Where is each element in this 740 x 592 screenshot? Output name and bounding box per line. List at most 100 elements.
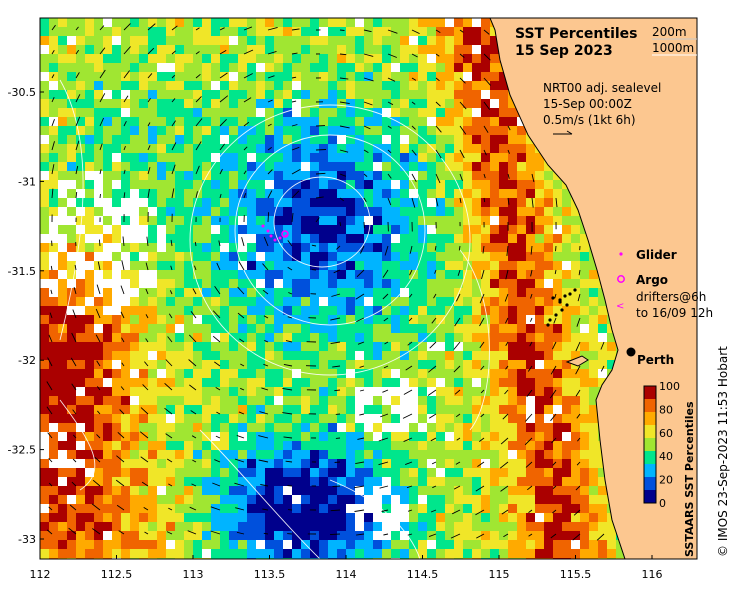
sst-cell bbox=[382, 495, 391, 504]
current-arrow bbox=[576, 317, 581, 327]
sst-cell bbox=[49, 216, 58, 225]
sst-cell bbox=[373, 90, 382, 99]
sst-cell bbox=[238, 504, 247, 513]
sst-cell bbox=[229, 351, 238, 360]
sst-cell bbox=[400, 369, 409, 378]
sst-cell bbox=[103, 396, 112, 405]
sst-cell bbox=[202, 198, 211, 207]
sst-cell bbox=[292, 216, 301, 225]
current-arrow bbox=[261, 387, 269, 391]
sst-cell bbox=[481, 522, 490, 531]
sst-cell bbox=[238, 540, 247, 549]
sst-cell bbox=[184, 468, 193, 477]
sst-cell bbox=[274, 45, 283, 54]
sst-cell bbox=[436, 432, 445, 441]
current-arrow bbox=[363, 173, 368, 177]
current-arrow bbox=[382, 389, 389, 393]
sst-cell bbox=[337, 423, 346, 432]
sst-cell bbox=[508, 207, 517, 216]
sst-cell bbox=[265, 99, 274, 108]
sst-cell bbox=[436, 324, 445, 333]
current-info-line3: 0.5m/s (1kt 6h) bbox=[543, 113, 636, 127]
sst-cell bbox=[535, 216, 544, 225]
sst-cell bbox=[337, 108, 346, 117]
sst-cell bbox=[193, 549, 202, 558]
sst-cell bbox=[148, 18, 157, 27]
sst-cell bbox=[517, 549, 526, 558]
sst-cell bbox=[553, 423, 562, 432]
sst-cell bbox=[418, 513, 427, 522]
sst-cell bbox=[553, 288, 562, 297]
sst-cell bbox=[562, 333, 571, 342]
sst-cell bbox=[508, 324, 517, 333]
sst-cell bbox=[382, 387, 391, 396]
sst-cell bbox=[184, 81, 193, 90]
current-arrow bbox=[527, 365, 533, 372]
sst-cell bbox=[490, 306, 499, 315]
sst-cell bbox=[40, 153, 49, 162]
sst-cell bbox=[301, 153, 310, 162]
current-arrow bbox=[267, 99, 273, 103]
sst-cell bbox=[112, 180, 121, 189]
sst-cell bbox=[229, 288, 238, 297]
sst-cell bbox=[283, 360, 292, 369]
sst-cell bbox=[319, 63, 328, 72]
current-arrow bbox=[75, 72, 80, 79]
current-arrow bbox=[356, 533, 365, 536]
current-arrow bbox=[575, 485, 581, 491]
sst-cell bbox=[220, 180, 229, 189]
sst-cell bbox=[409, 324, 418, 333]
sst-cell bbox=[391, 540, 400, 549]
sst-cell bbox=[283, 216, 292, 225]
sst-cell bbox=[319, 90, 328, 99]
sst-cell bbox=[166, 18, 175, 27]
sst-cell bbox=[310, 243, 319, 252]
sst-cell bbox=[220, 261, 229, 270]
sst-cell bbox=[427, 54, 436, 63]
sst-cell bbox=[526, 153, 535, 162]
sst-cell bbox=[274, 99, 283, 108]
colorbar-label: SSTAARS SST Percentiles bbox=[683, 401, 696, 557]
sst-cell bbox=[175, 234, 184, 243]
sst-cell bbox=[67, 216, 76, 225]
sst-cell bbox=[310, 270, 319, 279]
sst-cell bbox=[328, 297, 337, 306]
sst-cell bbox=[427, 324, 436, 333]
current-arrow bbox=[403, 437, 413, 443]
sst-cell bbox=[274, 459, 283, 468]
sst-cell bbox=[139, 198, 148, 207]
sst-cell bbox=[562, 495, 571, 504]
sst-cell bbox=[220, 351, 229, 360]
sst-cell bbox=[49, 468, 58, 477]
sst-cell bbox=[193, 369, 202, 378]
sst-cell bbox=[427, 171, 436, 180]
sst-cell bbox=[328, 126, 337, 135]
sst-cell bbox=[157, 90, 166, 99]
sst-cell bbox=[472, 441, 481, 450]
sst-cell bbox=[454, 468, 463, 477]
sst-cell bbox=[589, 288, 598, 297]
sst-cell bbox=[436, 198, 445, 207]
sst-cell bbox=[445, 360, 454, 369]
sst-cell bbox=[211, 54, 220, 63]
sst-cell bbox=[103, 171, 112, 180]
sst-cell bbox=[76, 72, 85, 81]
sst-cell bbox=[571, 459, 580, 468]
current-arrow bbox=[267, 190, 273, 199]
sst-cell bbox=[481, 144, 490, 153]
sst-cell bbox=[121, 459, 130, 468]
sst-cell bbox=[427, 495, 436, 504]
sst-cell bbox=[472, 180, 481, 189]
sst-cell bbox=[301, 306, 310, 315]
sst-cell bbox=[418, 441, 427, 450]
sst-cell bbox=[166, 279, 175, 288]
sst-cell bbox=[265, 153, 274, 162]
sst-cell bbox=[58, 153, 67, 162]
sst-cell bbox=[481, 234, 490, 243]
sst-cell bbox=[112, 306, 121, 315]
sst-cell bbox=[103, 459, 112, 468]
current-arrow bbox=[258, 435, 269, 439]
sst-cell bbox=[346, 396, 355, 405]
sst-cell bbox=[553, 540, 562, 549]
sst-cell bbox=[139, 540, 148, 549]
